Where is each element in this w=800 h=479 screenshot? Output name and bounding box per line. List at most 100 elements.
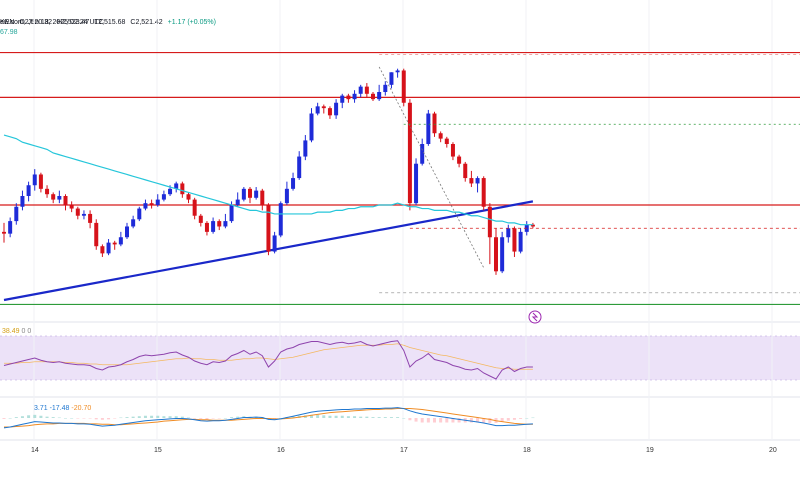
candle-body [291, 178, 296, 189]
macd-histogram-bar [150, 415, 154, 418]
macd-legend: 3.71 -17.48 -20.70 [34, 405, 91, 412]
macd-histogram-bar [488, 418, 492, 423]
candle-body [168, 188, 173, 195]
macd-value-2: -17.48 [49, 405, 70, 412]
candle-body [149, 203, 154, 205]
candle-body [223, 221, 228, 227]
candle-body [14, 206, 19, 222]
macd-histogram-bar [377, 417, 381, 418]
macd-histogram-bar [70, 418, 74, 419]
macd-histogram-bar [174, 416, 178, 418]
candle-body [272, 235, 277, 252]
candle-body [518, 231, 523, 252]
macd-histogram-bar [346, 416, 350, 418]
rsi-line [3, 340, 533, 380]
macd-histogram-bar [168, 416, 172, 418]
macd-histogram-bar [389, 417, 393, 418]
candle-body [88, 213, 93, 223]
candle-body [8, 221, 13, 234]
candle-body [475, 178, 480, 184]
candle-body [321, 106, 326, 109]
macd-histogram-bar [107, 418, 111, 420]
macd-histogram-bar [500, 418, 504, 423]
macd-histogram-bar [383, 417, 387, 418]
macd-histogram-bar [119, 417, 123, 419]
macd-histogram-bar [94, 418, 98, 420]
low-value: L2,515.68 [94, 19, 126, 26]
candle-body [266, 204, 271, 252]
macd-histogram-bar [199, 418, 203, 419]
candle-body [143, 203, 148, 209]
macd-histogram-bar [20, 416, 24, 418]
candle-body [2, 231, 6, 234]
candle-body [401, 70, 406, 103]
macd-histogram-bar [143, 415, 147, 418]
candle-body [340, 95, 345, 103]
macd-histogram-bar [482, 418, 486, 423]
macd-histogram-bar [76, 418, 80, 419]
macd-histogram-bar [279, 418, 283, 419]
macd-histogram-bar [353, 416, 357, 418]
candle-body [260, 190, 265, 205]
x-tick-label: 18 [523, 447, 531, 454]
macd-histogram-bar [187, 417, 190, 419]
macd-histogram-bar [457, 418, 461, 423]
macd-histogram-bar [45, 416, 49, 418]
rsi-value-3: 0 [27, 328, 32, 335]
macd-histogram-bar [64, 418, 67, 419]
ma-value: 67.98 [0, 29, 18, 36]
candle-body [241, 188, 246, 200]
macd-histogram-bar [162, 416, 166, 418]
candle-body [198, 215, 203, 223]
candle-body [248, 188, 252, 198]
candle-body [137, 208, 142, 220]
macd-histogram-bar [451, 418, 455, 423]
candle-body [211, 221, 216, 232]
ohlc-line: ew.com, Jun 18, 2025 02:24 UTC [0, 19, 107, 26]
candle-body [407, 102, 412, 204]
candle-body [297, 156, 302, 179]
macd-histogram-bar [51, 417, 55, 418]
macd-histogram-bar [402, 418, 406, 419]
candle-body [254, 190, 259, 198]
projection-line [378, 66, 485, 268]
macd-histogram-bar [57, 417, 61, 419]
candle-body [389, 72, 394, 85]
macd-histogram-bar [469, 418, 473, 423]
rsi-band [0, 336, 800, 380]
macd-histogram-bar [365, 416, 369, 418]
candle-body [278, 203, 283, 236]
macd-value-3: -20.70 [71, 405, 92, 412]
macd-histogram-bar [211, 418, 215, 419]
candle-body [229, 204, 234, 222]
candle-body [457, 156, 462, 164]
x-tick-label: 17 [400, 447, 408, 454]
candle-body [327, 108, 332, 116]
candle-body [383, 84, 388, 92]
macd-histogram-bar [193, 418, 197, 419]
candle-body [204, 222, 209, 232]
candle-body [57, 196, 62, 200]
change-value: +1.17 (+0.05%) [167, 19, 216, 26]
macd-histogram-bar [512, 418, 516, 420]
candle-body [530, 224, 535, 227]
candle-body [334, 102, 339, 116]
macd-histogram-bar [27, 415, 31, 418]
alert-icon-bolt [531, 312, 539, 322]
candle-body [444, 138, 449, 144]
macd-histogram-bar [39, 415, 43, 418]
chart-header: ew.com, Jun 18, 2025 02:24 UTC KEN O2,52… [0, 0, 800, 36]
candle-body [494, 237, 498, 272]
macd-histogram-bar [396, 417, 400, 418]
macd-histogram-bar [371, 417, 375, 418]
candle-body [186, 194, 191, 200]
macd-histogram-bar [310, 414, 313, 418]
candle-body [180, 183, 185, 195]
candle-body [303, 140, 308, 157]
candle-body [358, 86, 363, 94]
macd-value-1: 3.71 [34, 405, 48, 412]
candle-body [131, 219, 136, 227]
macd-histogram-bar [236, 416, 240, 418]
candle-body [192, 199, 197, 216]
